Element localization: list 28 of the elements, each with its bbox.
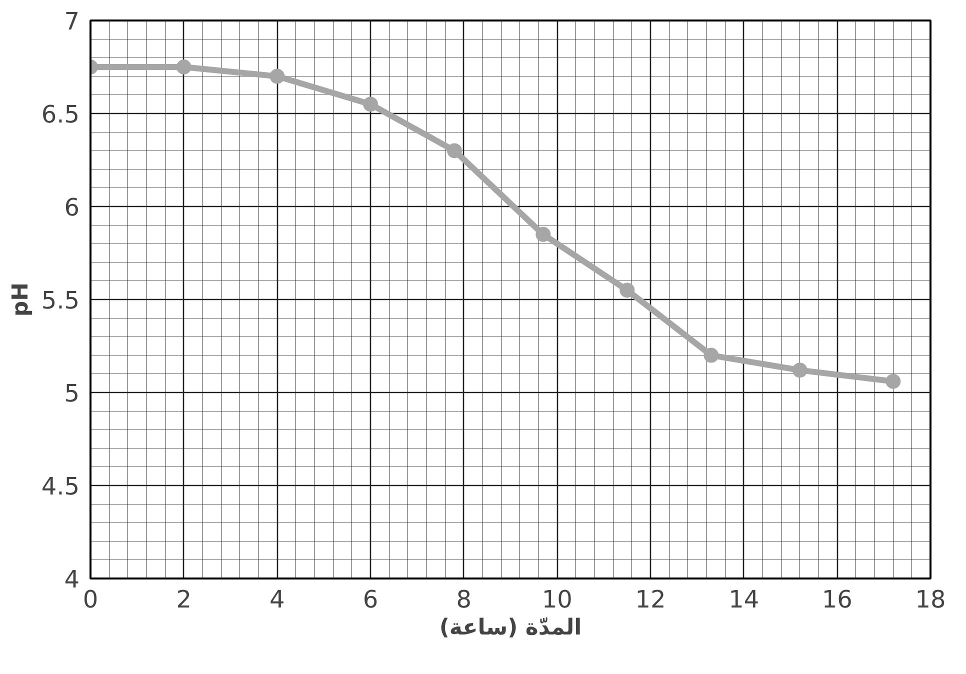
x-axis-title: المدّة (ساعة)	[439, 616, 582, 640]
point	[363, 96, 378, 112]
x-tick-label: 8	[456, 586, 472, 614]
x-tick-label: 6	[362, 586, 378, 614]
x-tick-label: 4	[270, 586, 285, 614]
y-tick-label: 7	[64, 8, 80, 36]
y-tick-label: 6.5	[41, 100, 80, 128]
x-tick-label: 2	[176, 586, 192, 614]
y-tick-label: 6	[64, 194, 80, 222]
x-tick-label: 14	[728, 586, 760, 614]
point	[176, 60, 192, 74]
x-tick-label: 10	[542, 586, 572, 614]
point	[620, 282, 635, 298]
x-tick-label: 16	[822, 586, 852, 614]
point	[704, 348, 719, 363]
point	[886, 374, 901, 389]
point	[792, 362, 808, 378]
x-tick-label: 0	[82, 586, 98, 614]
y-tick-label: 4	[64, 566, 80, 594]
point	[270, 68, 285, 84]
y-tick-label: 4.5	[41, 472, 80, 500]
point	[447, 143, 462, 158]
y-axis-title: pH	[8, 282, 34, 317]
point	[536, 226, 551, 242]
x-tick-label: 12	[635, 586, 666, 614]
y-tick-label: 5.5	[41, 286, 80, 314]
y-tick-label: 5	[64, 380, 80, 408]
x-tick-label: 18	[915, 586, 946, 614]
